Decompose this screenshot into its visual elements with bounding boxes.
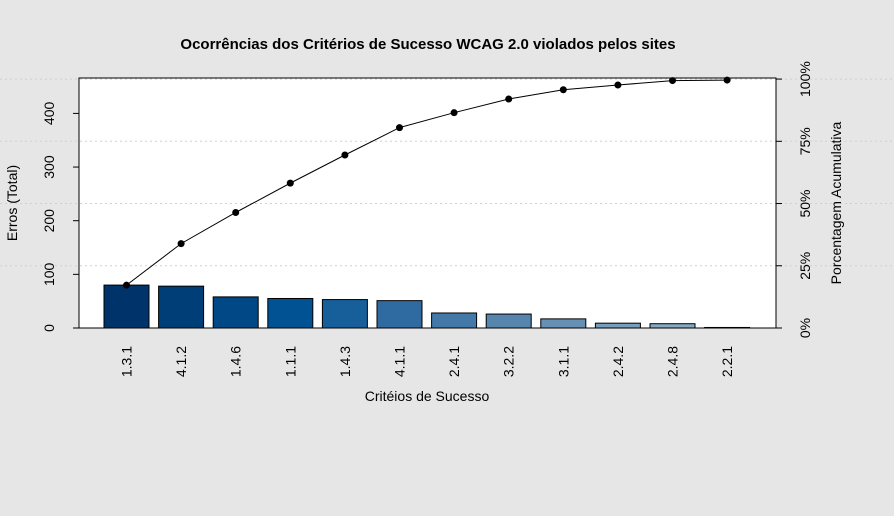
y2-tick-label: 100% (797, 61, 813, 97)
y-tick-label: 200 (41, 209, 57, 233)
bar (649, 323, 696, 329)
cumulative-point (669, 77, 676, 85)
y2-tick-label: 75% (797, 127, 813, 155)
cumulative-point (559, 86, 567, 94)
bar (212, 296, 259, 329)
x-tick-label: 2.4.1 (446, 346, 462, 377)
cumulative-point (177, 240, 185, 248)
y-tick-label: 400 (41, 102, 57, 126)
bar (376, 300, 423, 329)
chart-title: Ocorrências dos Critérios de Sucesso WCA… (180, 36, 675, 53)
x-axis-title: Critéios de Sucesso (365, 388, 490, 404)
x-tick-label: 1.3.1 (119, 346, 135, 377)
cumulative-point (286, 179, 294, 187)
y-tick-label: 100 (41, 262, 57, 286)
y-axis-title: Erros (Total) (4, 165, 20, 241)
x-tick-label: 1.4.6 (228, 346, 244, 377)
x-tick-label: 4.1.1 (392, 346, 408, 377)
grid-lines (0, 78, 894, 267)
bar (321, 299, 368, 329)
bar (540, 318, 587, 329)
cumulative-point (614, 81, 622, 89)
bar (267, 297, 314, 329)
cumulative-point (341, 151, 349, 159)
bar (431, 312, 478, 329)
x-tick-label: 1.1.1 (282, 346, 298, 377)
y2-tick-label: 0% (797, 318, 813, 338)
y-tick-label: 300 (41, 155, 57, 179)
x-tick-label: 3.1.1 (555, 346, 571, 377)
x-tick-label: 2.4.8 (665, 346, 681, 377)
y2-tick-label: 50% (797, 190, 813, 218)
y-axis-left: 0 100 200 300 400 (41, 102, 79, 332)
x-tick-label: 1.4.3 (337, 346, 353, 377)
bar (158, 285, 205, 329)
cumulative-point (450, 109, 458, 117)
cumulative-point (123, 281, 130, 289)
bar (485, 313, 532, 329)
y2-axis-title: Porcentagem Acumulativa (828, 121, 844, 284)
y-axis-right: 0% 25% 50% 75% 100% (776, 61, 813, 338)
cumulative-point (396, 124, 403, 132)
plot-frame (78, 77, 777, 329)
cumulative-point (232, 208, 240, 216)
y2-tick-label: 25% (797, 252, 813, 280)
x-axis: 1.3.1 4.1.2 1.4.6 1.1.1 1.4.3 4.1.1 2.4.1 3.2.2… (119, 346, 736, 377)
x-tick-label: 3.2.2 (501, 346, 517, 377)
y-tick-label: 0 (41, 324, 57, 332)
x-tick-label: 4.1.2 (173, 346, 189, 377)
cumulative-polyline (126, 79, 728, 286)
x-tick-label: 2.4.2 (610, 346, 626, 377)
bar (594, 322, 641, 329)
x-tick-label: 2.2.1 (719, 346, 735, 377)
bar (103, 284, 150, 329)
cumulative-point (505, 95, 513, 103)
